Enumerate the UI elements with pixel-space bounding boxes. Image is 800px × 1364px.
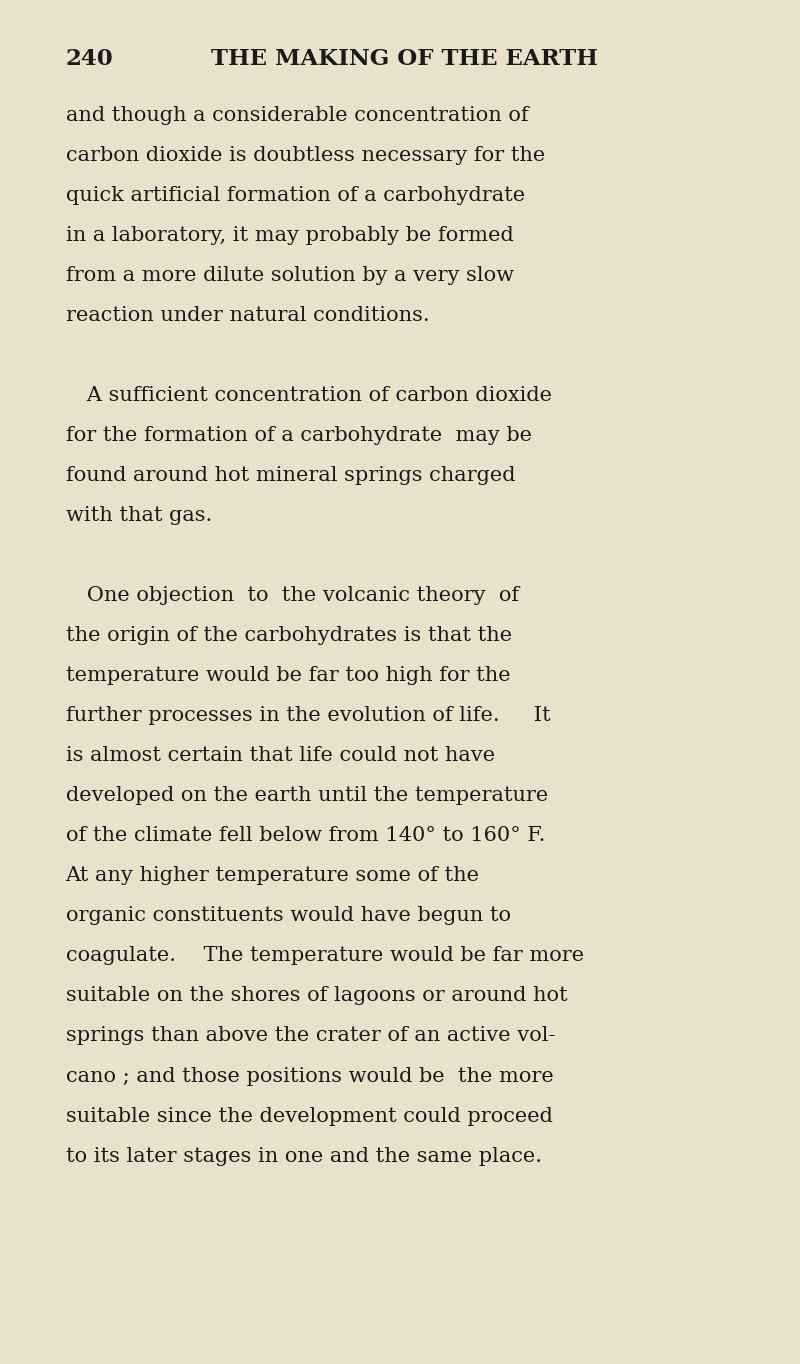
Text: carbon dioxide is doubtless necessary for the: carbon dioxide is doubtless necessary fo… bbox=[66, 146, 545, 165]
Text: 240: 240 bbox=[66, 48, 114, 71]
Text: of the climate fell below from 140° to 160° F.: of the climate fell below from 140° to 1… bbox=[66, 827, 545, 846]
Text: organic constituents would have begun to: organic constituents would have begun to bbox=[66, 906, 510, 925]
Text: A sufficient concentration of carbon dioxide: A sufficient concentration of carbon dio… bbox=[66, 386, 552, 405]
Text: found around hot mineral springs charged: found around hot mineral springs charged bbox=[66, 466, 515, 486]
Text: the origin of the carbohydrates is that the: the origin of the carbohydrates is that … bbox=[66, 626, 512, 645]
Text: from a more dilute solution by a very slow: from a more dilute solution by a very sl… bbox=[66, 266, 514, 285]
Text: THE MAKING OF THE EARTH: THE MAKING OF THE EARTH bbox=[210, 48, 598, 71]
Text: with that gas.: with that gas. bbox=[66, 506, 212, 525]
Text: coagulate.  The temperature would be far more: coagulate. The temperature would be far … bbox=[66, 947, 584, 966]
Text: for the formation of a carbohydrate  may be: for the formation of a carbohydrate may … bbox=[66, 426, 532, 445]
Text: developed on the earth until the temperature: developed on the earth until the tempera… bbox=[66, 786, 548, 805]
Text: to its later stages in one and the same place.: to its later stages in one and the same … bbox=[66, 1147, 542, 1166]
Text: and though a considerable concentration of: and though a considerable concentration … bbox=[66, 106, 528, 124]
Text: further processes in the evolution of life.   It: further processes in the evolution of li… bbox=[66, 707, 550, 726]
Text: suitable since the development could proceed: suitable since the development could pro… bbox=[66, 1106, 553, 1125]
Text: reaction under natural conditions.: reaction under natural conditions. bbox=[66, 306, 430, 325]
Text: in a laboratory, it may probably be formed: in a laboratory, it may probably be form… bbox=[66, 226, 514, 244]
Text: At any higher temperature some of the: At any higher temperature some of the bbox=[66, 866, 480, 885]
Text: One objection  to  the volcanic theory  of: One objection to the volcanic theory of bbox=[66, 587, 518, 606]
Text: suitable on the shores of lagoons or around hot: suitable on the shores of lagoons or aro… bbox=[66, 986, 567, 1005]
Text: springs than above the crater of an active vol-: springs than above the crater of an acti… bbox=[66, 1027, 555, 1045]
Text: temperature would be far too high for the: temperature would be far too high for th… bbox=[66, 666, 510, 685]
Text: cano ; and those positions would be  the more: cano ; and those positions would be the … bbox=[66, 1067, 554, 1086]
Text: quick artificial formation of a carbohydrate: quick artificial formation of a carbohyd… bbox=[66, 186, 525, 205]
Text: is almost certain that life could not have: is almost certain that life could not ha… bbox=[66, 746, 494, 765]
